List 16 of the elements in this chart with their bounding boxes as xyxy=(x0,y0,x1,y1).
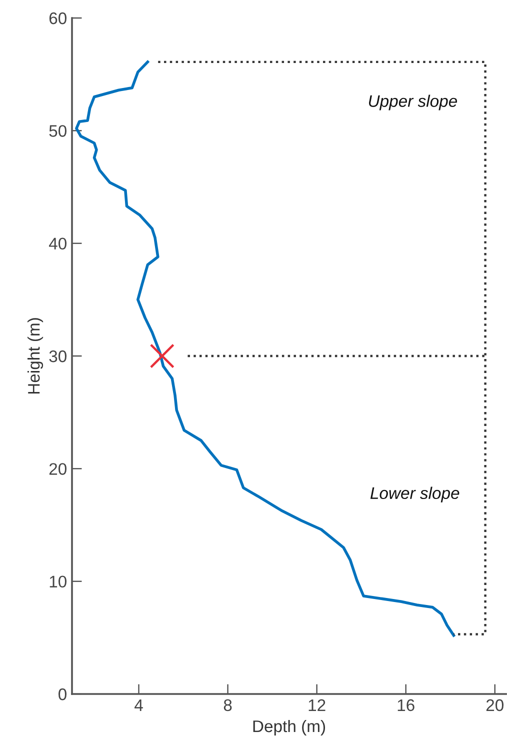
y-tick-label: 50 xyxy=(49,125,66,137)
x-tick-label: 16 xyxy=(398,699,414,712)
annotation: Lower slope xyxy=(370,486,460,502)
x-tick-label: 4 xyxy=(134,699,143,711)
y-tick-label: 20 xyxy=(49,463,66,475)
y-tick-label: 40 xyxy=(48,238,66,250)
y-tick-label: 0 xyxy=(58,688,66,700)
x-tick-label: 12 xyxy=(308,699,326,711)
x-axis-title: Depth (m) xyxy=(253,720,326,736)
y-tick-label: 30 xyxy=(49,350,66,362)
y-tick-label: 60 xyxy=(49,12,66,24)
y-axis-title: Height (m) xyxy=(28,318,44,394)
x-tick-label: 8 xyxy=(224,699,232,712)
y-tick-label: 10 xyxy=(50,576,66,588)
annotation: Upper slope xyxy=(369,94,458,110)
x-tick-label: 20 xyxy=(486,699,504,712)
